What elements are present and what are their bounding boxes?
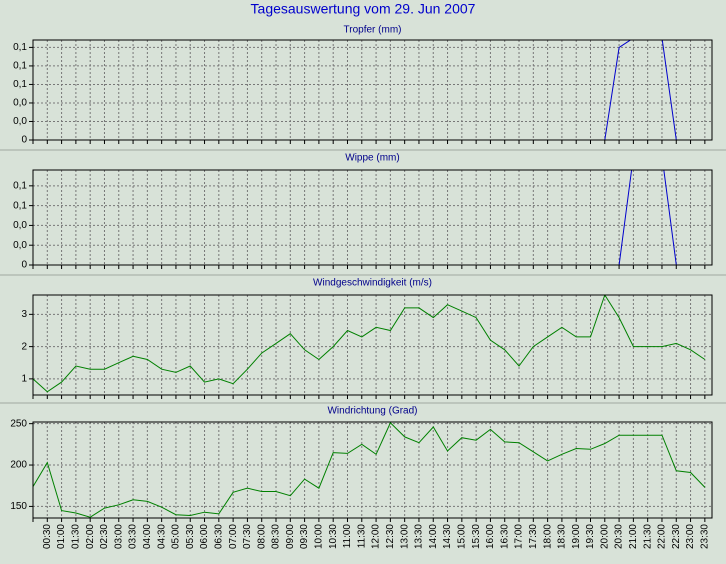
x-tick-label: 22:30 xyxy=(671,524,682,549)
x-tick-label: 12:30 xyxy=(385,524,396,549)
plot-area xyxy=(33,40,712,140)
x-tick-label: 14:00 xyxy=(428,524,439,549)
x-tick-label: 10:00 xyxy=(314,524,325,549)
y-tick-label: 3 xyxy=(21,309,27,320)
x-tick-label: 08:00 xyxy=(256,524,267,549)
x-tick-label: 17:00 xyxy=(514,524,525,549)
y-tick-label: 150 xyxy=(10,501,27,512)
page-title: Tagesauswertung vom 29. Jun 2007 xyxy=(251,1,476,17)
x-tick-label: 15:30 xyxy=(471,524,482,549)
x-tick-label: 16:00 xyxy=(485,524,496,549)
x-tick-label: 03:00 xyxy=(113,524,124,549)
x-tick-label: 05:00 xyxy=(171,524,182,549)
x-tick-label: 00:30 xyxy=(42,524,53,549)
y-tick-label: 200 xyxy=(10,460,27,471)
x-tick-label: 13:00 xyxy=(399,524,410,549)
y-tick-label: 0,0 xyxy=(13,240,27,251)
x-tick-label: 01:30 xyxy=(71,524,82,549)
plot-border xyxy=(32,294,713,396)
panel-title: Windrichtung (Grad) xyxy=(327,406,417,417)
x-tick-label: 07:00 xyxy=(228,524,239,549)
panel-title: Wippe (mm) xyxy=(345,153,399,164)
panel-title: Tropfer (mm) xyxy=(344,25,402,36)
x-tick-label: 15:00 xyxy=(456,524,467,549)
line xyxy=(33,295,706,393)
x-tick-label: 14:30 xyxy=(442,524,453,549)
x-tick-label: 12:00 xyxy=(371,524,382,549)
y-tick-label: 0,1 xyxy=(13,61,27,72)
x-tick-label: 09:30 xyxy=(299,524,310,549)
plot-area xyxy=(33,422,712,518)
x-tick-label: 18:30 xyxy=(557,524,568,549)
y-tick-label: 0,1 xyxy=(13,180,27,191)
y-tick-label: 2 xyxy=(21,341,27,352)
x-tick-label: 06:00 xyxy=(199,524,210,549)
x-tick-label: 17:30 xyxy=(528,524,539,549)
line xyxy=(33,422,706,518)
y-tick-label: 0,1 xyxy=(13,200,27,211)
x-tick-label: 11:00 xyxy=(342,524,353,549)
series xyxy=(33,422,706,518)
x-tick-label: 09:00 xyxy=(285,524,296,549)
x-tick-label: 10:30 xyxy=(328,524,339,549)
x-tick-label: 02:30 xyxy=(99,524,110,549)
x-tick-label: 05:30 xyxy=(185,524,196,549)
y-tick-label: 0,0 xyxy=(13,220,27,231)
x-tick-label: 19:00 xyxy=(571,524,582,549)
x-tick-label: 21:00 xyxy=(628,524,639,549)
x-tick-label: 08:30 xyxy=(271,524,282,549)
y-tick-label: 1 xyxy=(21,374,27,385)
y-tick-label: 0 xyxy=(21,260,27,271)
series xyxy=(33,295,706,393)
x-tick-label: 04:30 xyxy=(156,524,167,549)
x-tick-label: 11:30 xyxy=(356,524,367,549)
x-tick-label: 03:30 xyxy=(128,524,139,549)
plot-area xyxy=(33,295,712,395)
x-tick-label: 23:30 xyxy=(699,524,710,549)
x-tick-label: 04:00 xyxy=(142,524,153,549)
y-tick-label: 0,0 xyxy=(13,116,27,127)
x-tick-label: 20:00 xyxy=(599,524,610,549)
x-tick-label: 21:30 xyxy=(642,524,653,549)
x-tick-label: 07:30 xyxy=(242,524,253,549)
x-tick-label: 13:30 xyxy=(414,524,425,549)
x-tick-label: 06:30 xyxy=(213,524,224,549)
y-tick-label: 0,0 xyxy=(13,98,27,109)
y-tick-label: 0,1 xyxy=(13,42,27,53)
plot-border xyxy=(32,421,713,519)
plot-area xyxy=(33,170,712,265)
x-tick-label: 18:00 xyxy=(542,524,553,549)
y-tick-label: 0,1 xyxy=(13,79,27,90)
y-tick-label: 0 xyxy=(21,135,27,146)
x-tick-label: 20:30 xyxy=(614,524,625,549)
panel-title: Windgeschwindigkeit (m/s) xyxy=(313,278,432,289)
x-tick-label: 23:00 xyxy=(685,524,696,549)
x-tick-label: 16:30 xyxy=(499,524,510,549)
x-tick-label: 01:00 xyxy=(56,524,67,549)
x-tick-label: 19:30 xyxy=(585,524,596,549)
plot-border xyxy=(32,39,713,141)
x-tick-label: 02:00 xyxy=(85,524,96,549)
x-tick-label: 22:00 xyxy=(657,524,668,549)
plot-border xyxy=(32,169,713,266)
y-tick-label: 250 xyxy=(10,418,27,429)
